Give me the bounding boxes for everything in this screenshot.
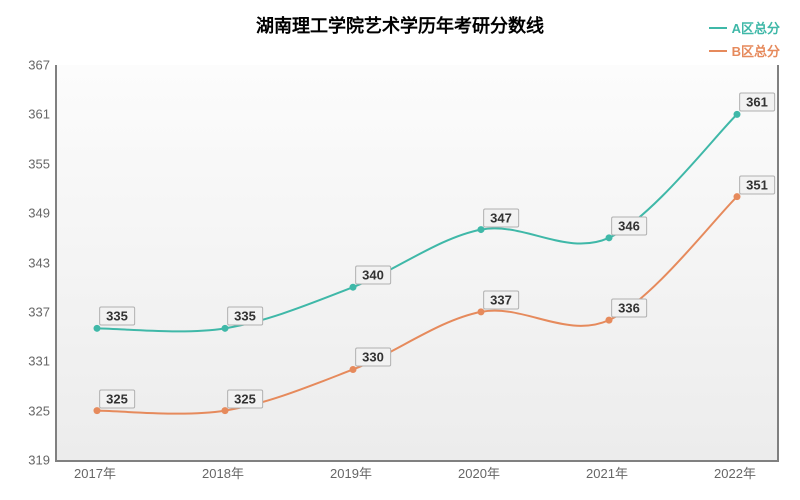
data-label: 347	[483, 208, 519, 227]
data-label: 325	[227, 389, 263, 408]
legend-label: B区总分	[732, 41, 780, 60]
chart-title: 湖南理工学院艺术学历年考研分数线	[256, 12, 544, 38]
x-tick-label: 2022年	[714, 463, 756, 482]
x-tick-label: 2020年	[458, 463, 500, 482]
data-label: 351	[739, 175, 775, 194]
plot-area	[55, 65, 779, 462]
data-label: 335	[227, 307, 263, 326]
y-tick-label: 343	[15, 255, 50, 270]
y-tick-label: 361	[15, 107, 50, 122]
legend-swatch	[709, 27, 727, 29]
chart-container: 湖南理工学院艺术学历年考研分数线 A区总分 B区总分 319 325 331 337 34…	[0, 0, 800, 500]
y-tick-label: 355	[15, 156, 50, 171]
y-tick-label: 367	[15, 58, 50, 73]
series-marker	[478, 308, 485, 315]
data-label: 361	[739, 93, 775, 112]
data-label: 335	[99, 307, 135, 326]
series-marker	[350, 366, 357, 373]
y-tick-label: 349	[15, 206, 50, 221]
legend-label: A区总分	[732, 18, 780, 37]
x-tick-label: 2018年	[202, 463, 244, 482]
series-marker	[94, 407, 101, 414]
series-marker	[94, 325, 101, 332]
data-label: 330	[355, 348, 391, 367]
series-marker	[606, 317, 613, 324]
data-label: 325	[99, 389, 135, 408]
y-tick-label: 337	[15, 304, 50, 319]
series-marker	[478, 226, 485, 233]
x-tick-label: 2017年	[74, 463, 116, 482]
legend: A区总分 B区总分	[709, 18, 780, 64]
data-label: 346	[611, 216, 647, 235]
x-tick-label: 2021年	[586, 463, 628, 482]
data-label: 337	[483, 290, 519, 309]
y-tick-label: 319	[15, 453, 50, 468]
series-marker	[350, 284, 357, 291]
series-marker	[222, 407, 229, 414]
legend-swatch	[709, 50, 727, 52]
data-label: 340	[355, 266, 391, 285]
series-marker	[222, 325, 229, 332]
series-marker	[606, 234, 613, 241]
line-svg	[57, 65, 777, 460]
data-label: 336	[611, 299, 647, 318]
legend-item: B区总分	[709, 41, 780, 60]
y-tick-label: 331	[15, 354, 50, 369]
series-marker	[734, 193, 741, 200]
x-tick-label: 2019年	[330, 463, 372, 482]
legend-item: A区总分	[709, 18, 780, 37]
y-tick-label: 325	[15, 403, 50, 418]
series-marker	[734, 111, 741, 118]
